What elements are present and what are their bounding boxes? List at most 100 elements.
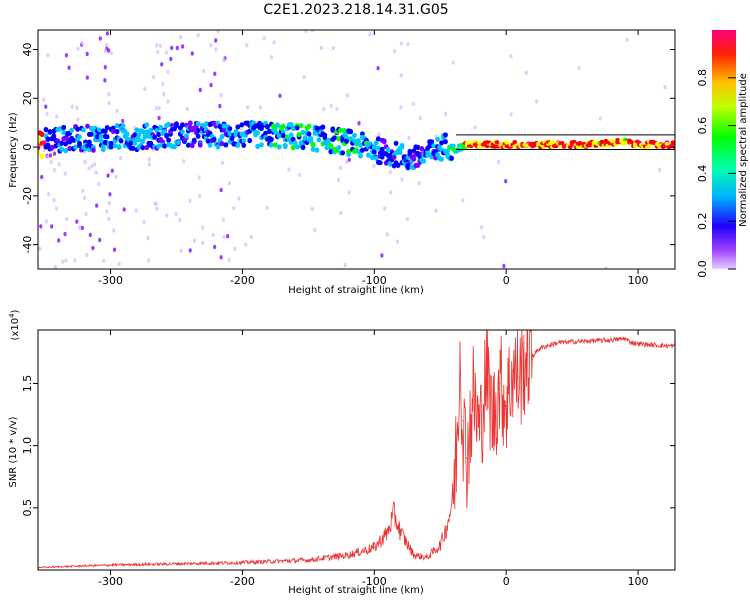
noise-speckle (42, 97, 46, 102)
carrier-band-mark (100, 146, 106, 152)
noise-speckle (304, 30, 308, 34)
noise-speckle (451, 60, 455, 65)
noise-speckle (237, 196, 241, 201)
carrier-band-mark (81, 127, 86, 133)
carrier-band-mark (306, 131, 312, 137)
snr-data-point (393, 513, 395, 515)
carrier-band-mark (104, 134, 110, 140)
carrier-band-mark (144, 122, 150, 128)
snr-data-point (456, 432, 458, 434)
snr-data-point (505, 401, 507, 403)
carrier-band-mark (176, 139, 181, 146)
noise-speckle (310, 206, 314, 211)
carrier-band-mark (128, 140, 134, 146)
carrier-band-mark (61, 124, 67, 131)
snr-x-tick-label: -300 (98, 575, 123, 588)
carrier-band-mark (421, 158, 427, 164)
noise-speckle (106, 173, 110, 178)
noise-speckle (70, 104, 74, 109)
snr-data-point (466, 457, 468, 459)
noise-speckle (406, 42, 410, 47)
snr-data-point (459, 345, 461, 347)
snr-y-multiplier-exponent: 4 (8, 313, 16, 318)
noise-speckle (227, 257, 231, 263)
noise-speckle (57, 162, 61, 167)
noise-speckle (473, 125, 477, 130)
noise-speckle (147, 258, 151, 263)
carrier-band-mark (399, 144, 405, 150)
carrier-band-mark (38, 145, 41, 151)
carrier-band-mark (144, 144, 150, 151)
noise-speckle (504, 179, 508, 184)
carrier-band-mark (142, 134, 148, 140)
carrier-band-mark (116, 144, 122, 150)
carrier-band-mark (322, 134, 328, 141)
spectrogram-y-tick-label: 20 (21, 91, 34, 105)
noise-speckle (213, 71, 217, 77)
carrier-band-mark (269, 136, 274, 142)
noise-speckle (604, 266, 608, 269)
noise-speckle (175, 45, 179, 51)
carrier-band-mark (358, 142, 363, 148)
noise-speckle (388, 169, 392, 175)
snr-x-tick-label: -100 (362, 575, 387, 588)
noise-speckle (380, 253, 384, 258)
noise-speckle (157, 115, 161, 121)
noise-speckle (61, 259, 65, 264)
noise-speckle (156, 49, 160, 55)
snr-data-point (109, 564, 112, 566)
snr-data-point (518, 376, 521, 378)
carrier-band-mark (77, 142, 82, 149)
snr-data-point (413, 554, 415, 556)
noise-speckle (134, 208, 138, 213)
noise-speckle (103, 78, 107, 83)
noise-speckle (164, 50, 168, 55)
noise-speckle (103, 65, 107, 70)
carrier-band-mark (449, 155, 454, 161)
snr-x-tick-label: -200 (230, 575, 255, 588)
carrier-band-mark (298, 123, 304, 129)
carrier-band-mark (310, 142, 316, 148)
snr-data-point (472, 395, 474, 397)
carrier-band-mark (308, 137, 314, 143)
noise-speckle (44, 104, 48, 109)
carrier-band-mark (91, 147, 96, 153)
noise-speckle (335, 106, 339, 112)
carrier-band-mark (356, 138, 361, 144)
noise-speckle (188, 248, 192, 253)
noise-speckle (209, 82, 213, 88)
noise-speckle (98, 237, 102, 243)
carrier-band-mark (140, 138, 146, 144)
snr-data-point (241, 561, 243, 564)
noise-speckle (83, 159, 87, 165)
carrier-band-mark (96, 127, 102, 133)
carrier-band-mark (276, 132, 282, 138)
spectrogram-frame (37, 29, 676, 270)
snr-background (38, 330, 675, 570)
snr-panel: -300 -200 -100 0 100 0.5 1.0 1.5 Height of stra… (8, 309, 676, 596)
noise-speckle (337, 177, 341, 183)
noise-speckle (45, 154, 49, 160)
noise-speckle (310, 30, 314, 33)
carrier-band-mark (407, 148, 413, 155)
noise-speckle (598, 116, 602, 121)
noise-speckle (219, 255, 223, 260)
noise-speckle (40, 174, 44, 180)
noise-speckle (174, 211, 178, 216)
carrier-band-mark (162, 143, 168, 149)
noise-speckle (411, 101, 415, 107)
snr-x-tick-label: 100 (628, 575, 649, 588)
spectrogram-y-tick-label: 40 (21, 43, 34, 57)
carrier-band-mark (259, 142, 264, 148)
noise-speckle (57, 238, 61, 243)
carrier-band-mark (73, 144, 78, 150)
noise-speckle (188, 198, 192, 203)
noise-speckle (81, 188, 85, 194)
carrier-band-mark (223, 142, 229, 148)
noise-speckle (400, 177, 404, 182)
noise-speckle (197, 175, 201, 180)
carrier-band-mark (112, 143, 118, 149)
carrier-band-mark (166, 121, 172, 127)
snr-data-point (558, 341, 560, 343)
